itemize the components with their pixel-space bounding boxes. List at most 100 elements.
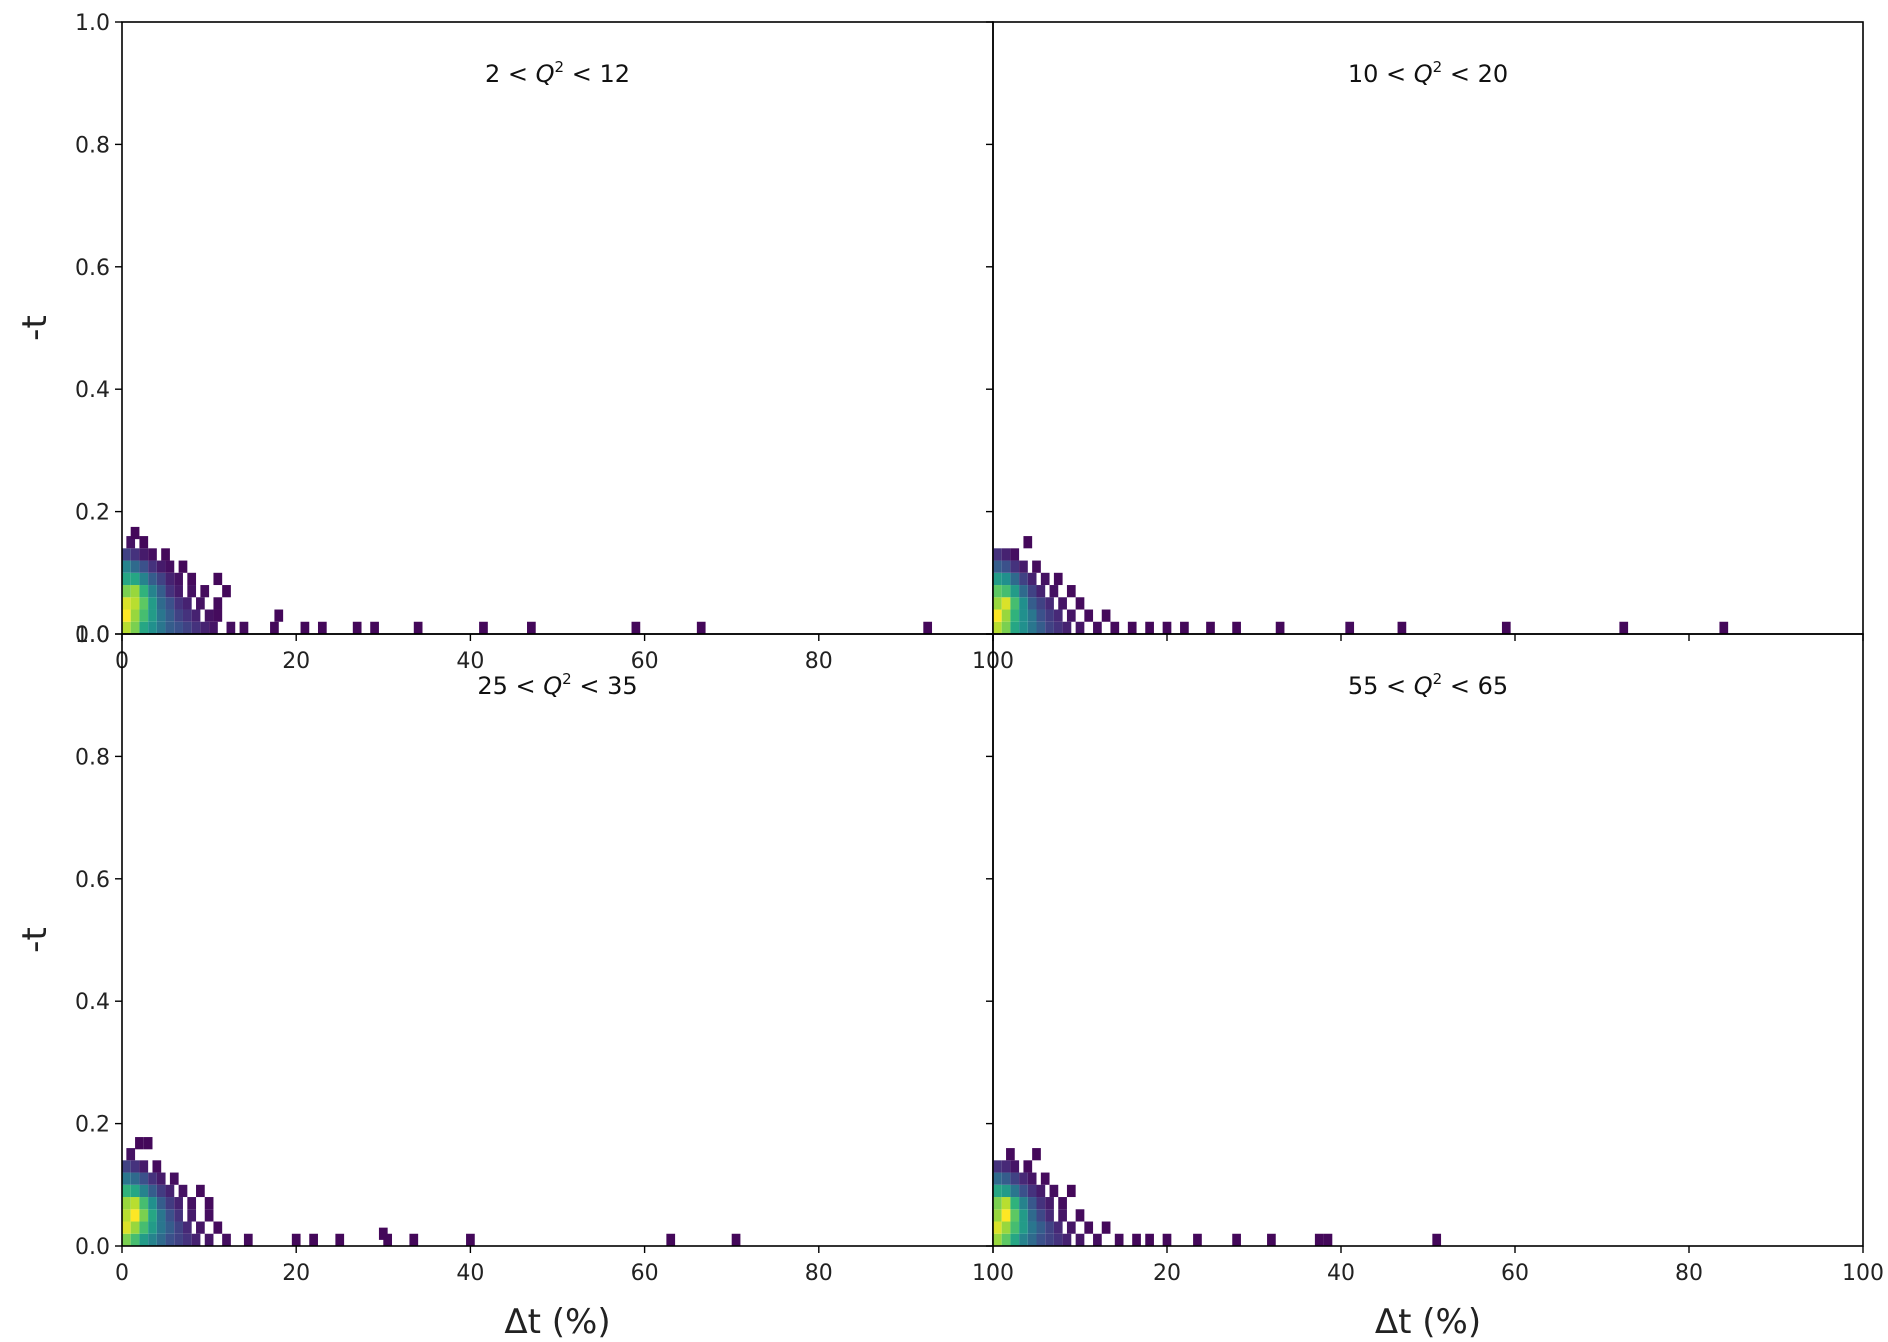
heatmap-bin [666,1233,676,1246]
heatmap-bin [156,1184,166,1198]
heatmap-bin [1001,621,1011,634]
x-tick-label: 40 [1327,1261,1355,1286]
x-tick-label: 60 [631,1261,659,1286]
x-tick-label: 0 [115,1261,129,1286]
heatmap-bin [335,1233,345,1246]
heatmap-bin [1027,572,1037,586]
heatmap-bin [1027,1197,1037,1210]
heatmap-bin [1027,621,1037,634]
heatmap-bin [187,585,197,598]
heatmap-bin [1001,609,1011,622]
annotation-prefix: 55 < [1348,672,1414,700]
heatmap-bin [122,1233,131,1246]
heatmap-bin [1045,1221,1054,1234]
heatmap-bin [122,560,131,573]
heatmap-bin [204,609,214,622]
annotation-prefix: 2 < [485,60,536,88]
heatmap-bin [139,1172,149,1185]
heatmap-bin [1019,572,1028,586]
heatmap-bin [1019,1172,1028,1185]
heatmap-bin [1084,609,1094,622]
heatmap-bin [148,597,157,610]
heatmap-bin [165,572,175,586]
heatmap-bin [187,1209,197,1222]
x-tick-label: 60 [1501,1261,1529,1286]
heatmap-bin [1066,585,1076,598]
heatmap-bin [300,621,310,634]
heatmap-bin [1719,621,1729,634]
heatmap-bin [122,1197,131,1210]
heatmap-bin [174,621,183,634]
heatmap-bin [226,621,236,634]
heatmap-bin [1193,1233,1202,1246]
heatmap-bin [178,1184,188,1198]
heatmap-bin [1010,609,1020,622]
heatmap-bin [1275,621,1285,634]
heatmap-bin [993,560,1002,573]
heatmap-bin [148,1172,157,1185]
heatmap-bin [148,609,157,622]
heatmap-bin [204,1209,214,1222]
heatmap-bin [165,1221,175,1234]
annotation-superscript: 2 [1433,58,1443,76]
panels-group: 0.00.20.40.60.81.00 20 40 60 80 100-t2 < Q2 <… [15,11,1884,1342]
heatmap-bin [1075,1209,1085,1222]
heatmap-bin [156,585,166,598]
x-tick-label: 80 [805,1261,833,1286]
heatmap-bin [130,585,140,598]
heatmap-bin [993,597,1002,610]
y-tick-label: 0.0 [75,1235,110,1260]
heatmap-bin [1006,1148,1015,1161]
heatmap-bin [1001,597,1011,610]
heatmap-bin [213,597,223,610]
heatmap-bins [122,526,933,634]
x-tick-label: 80 [805,649,833,674]
heatmap-bin [130,1197,140,1210]
heatmap-bin [1010,560,1020,573]
heatmap-bin [243,1233,253,1246]
heatmap-bin [1001,1221,1011,1234]
heatmap-bin [1032,1148,1041,1161]
heatmap-bin [156,621,166,634]
heatmap-bin [993,1160,1002,1173]
heatmap-bin [156,1197,166,1210]
heatmap-bin [1045,1233,1054,1246]
heatmap-bin [1058,1209,1067,1222]
heatmap-bin [1019,1221,1028,1234]
heatmap-bin [1001,1197,1011,1210]
heatmap-bin [993,621,1002,634]
heatmap-bin [191,621,201,634]
heatmap-bin [1058,1197,1067,1210]
heatmap-bin [1010,597,1020,610]
heatmap-bin [309,1233,318,1246]
heatmap-bin [156,1221,166,1234]
x-tick-label: 40 [456,649,484,674]
x-tick-label: 100 [972,1261,1014,1286]
heatmap-bin [148,1184,157,1198]
annotation-variable: Q [536,60,555,88]
heatmap-bin [1075,621,1085,634]
heatmap-bin [122,609,131,622]
heatmap-bin [165,597,175,610]
heatmap-bin [174,1233,183,1246]
heatmap-bin [174,609,183,622]
heatmap-bin [1019,621,1028,634]
heatmap-bin [993,548,1002,561]
heatmap-bin [1036,585,1046,598]
q2-range-annotation: 10 < Q2 < 20 [1348,58,1508,88]
heatmap-bin [130,1184,140,1198]
heatmap-bin [196,1184,205,1198]
heatmap-bin [1040,1172,1050,1185]
q2-range-annotation: 2 < Q2 < 12 [485,58,630,88]
heatmap-bin [1036,1184,1046,1198]
heatmap-bin [126,536,136,549]
heatmap-bin [139,585,149,598]
heatmap-bin [178,560,188,573]
x-tick-label: 0 [986,1261,1000,1286]
annotation-superscript: 2 [555,58,565,76]
heatmap-bin [122,1209,131,1222]
heatmap-bin [165,609,175,622]
heatmap-bin [1075,1233,1085,1246]
heatmap-bin [204,1233,214,1246]
